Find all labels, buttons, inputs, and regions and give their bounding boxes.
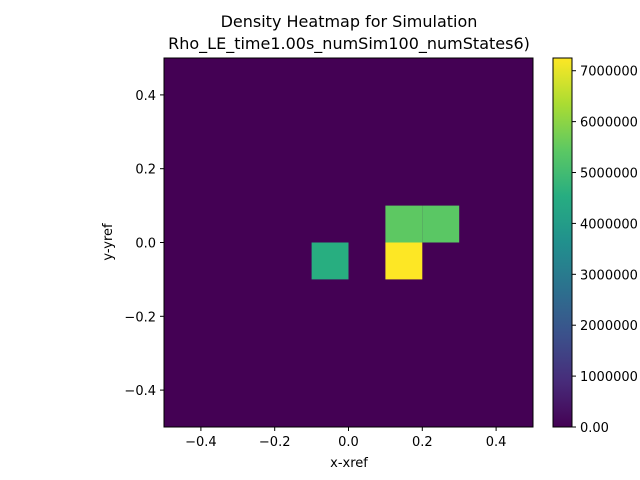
x-axis-ticks: −0.4 −0.2 0.0 0.2 0.4 [185,427,506,450]
chart-title-line-1: Density Heatmap for Simulation [220,12,478,31]
plot-area [163,57,534,428]
y-tick-label: 0.0 [135,237,156,252]
colorbar-tick-label: 3000000 [580,268,638,283]
x-tick-label: 0.0 [338,435,359,450]
colorbar-tick-label: 2000000 [580,319,638,334]
x-tick-label: −0.2 [259,435,291,450]
y-tick-label: 0.2 [135,163,156,178]
x-axis-label: x-xref [330,456,368,471]
x-tick-label: 0.4 [486,435,507,450]
colorbar-tick-label: 0.00 [580,421,609,436]
x-tick-label: −0.4 [185,435,217,450]
colorbar-tick-label: 1000000 [580,370,638,385]
colorbar-tick-label: 5000000 [580,167,638,182]
colorbar-gradient [552,57,573,428]
colorbar: 0.00 1000000 2000000 3000000 4000000 5000000 6… [552,57,638,436]
chart-title-line-2: Rho_LE_time1.00s_numSim100_numStates6) [168,34,530,53]
colorbar-tick-label: 7000000 [580,65,638,80]
heatmap-cell-3 [422,205,460,243]
heatmap-cell-0 [311,242,349,280]
y-axis-label: y-yref [101,223,116,261]
heatmap-cell-2 [385,205,423,243]
x-tick-label: 0.2 [412,435,433,450]
y-tick-label: 0.4 [135,89,156,104]
y-tick-label: −0.4 [124,384,156,399]
heatmap-cell-1 [385,242,423,280]
colorbar-tick-label: 4000000 [580,217,638,232]
y-tick-label: −0.2 [124,310,156,325]
y-axis-ticks: −0.4 −0.2 0.0 0.2 0.4 [124,89,164,399]
colorbar-tick-label: 6000000 [580,116,638,131]
